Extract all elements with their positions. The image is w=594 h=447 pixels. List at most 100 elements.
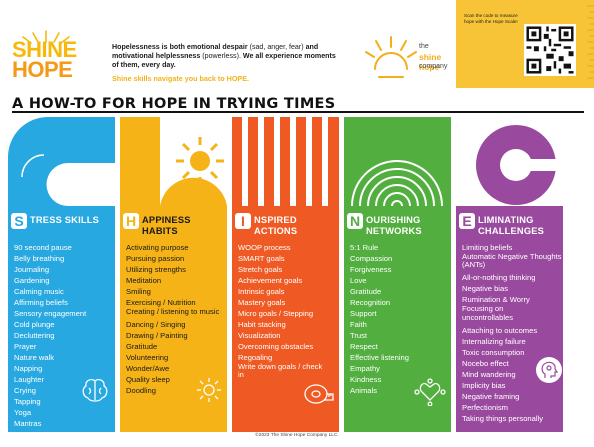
- tagline: Shine skills navigate you back to HOPE.: [112, 74, 250, 83]
- list-item: Overcoming obstacles: [238, 342, 314, 351]
- intro-bold-3: We all experience moments of them, every…: [112, 52, 336, 69]
- company-name: shine hope: [419, 52, 442, 72]
- list-item: Compassion: [350, 254, 393, 263]
- sun-icon: [197, 378, 221, 402]
- list-item: Mastery goals: [238, 298, 286, 307]
- list-item: Gardening: [14, 276, 50, 285]
- column-header: S TRESS SKILLS: [8, 212, 115, 244]
- e-circle-illustration: [476, 125, 563, 205]
- column-heading: APPINESS HABITS: [142, 215, 191, 236]
- list-item: Wonder/Awe: [126, 364, 170, 373]
- list-item: Stretch goals: [238, 265, 283, 274]
- list-item: Sensory engagement: [14, 309, 87, 318]
- list-item: Belly breathing: [14, 254, 65, 263]
- list-item: Calming music: [14, 287, 64, 296]
- list-item: Forgiveness: [350, 265, 392, 274]
- list-item: Mantras: [14, 419, 42, 428]
- list-item: Gratitude: [350, 287, 382, 296]
- list-item: Pursuing passion: [126, 254, 185, 263]
- list-item: 90 second pause: [14, 243, 72, 252]
- list-item: Perfectionism: [462, 402, 509, 412]
- list-item: Habit stacking: [238, 320, 286, 329]
- list-item: Toxic consumption: [462, 347, 525, 357]
- item-list: WOOP process SMART goals Stretch goals A…: [238, 242, 338, 382]
- list-item: Focusing on uncontrollables: [462, 304, 514, 322]
- ruler-decoration: [587, 5, 594, 79]
- column-heading: OURISHING NETWORKS: [366, 215, 422, 236]
- list-item: Drawing / Painting: [126, 331, 188, 340]
- list-item: 5:1 Rule: [350, 243, 379, 252]
- company-the: the: [419, 43, 429, 50]
- list-item: Quality sleep: [126, 375, 170, 384]
- column-nourishing-networks: N OURISHING NETWORKS 5:1 Rule Compassion…: [344, 206, 451, 432]
- sun-rays-icon: [22, 30, 70, 44]
- list-item: Taking things personally: [462, 413, 544, 423]
- list-item: Journaling: [14, 265, 50, 274]
- list-item: Support: [350, 309, 377, 318]
- item-list: 5:1 Rule Compassion Forgiveness Love Gra…: [350, 242, 450, 396]
- list-item: Faith: [350, 320, 367, 329]
- list-item: Achievement goals: [238, 276, 303, 285]
- list-item: Love: [350, 276, 367, 285]
- h-sun-illustration: [120, 117, 227, 206]
- list-item: Laughter: [14, 375, 44, 384]
- list-item: Doodling: [126, 386, 156, 395]
- list-item: Utilizing strengths: [126, 265, 186, 274]
- qr-code-icon[interactable]: [524, 24, 576, 76]
- tape-measure-icon: [304, 384, 334, 404]
- sun-logo-icon: [365, 36, 417, 78]
- copyright: ©2023 The Shine Hope Company LLC.: [255, 433, 339, 438]
- list-item: Kindness: [350, 375, 382, 384]
- list-item: Trust: [350, 331, 368, 340]
- company-logo: the shine hope company: [365, 33, 448, 85]
- list-item: Effective listening: [350, 353, 409, 362]
- list-item: Negative framing: [462, 391, 520, 401]
- i-arches-illustration: [232, 117, 339, 206]
- list-item: Smiling: [126, 287, 151, 296]
- intro-normal-2: (powerless).: [200, 52, 243, 60]
- intro-normal-1: (sad, anger, fear): [247, 43, 306, 51]
- intro-bold-1: Hopelessness is both emotional despair: [112, 43, 248, 51]
- column-header: H APPINESS HABITS: [120, 212, 227, 244]
- list-item: Gratitude: [126, 342, 158, 351]
- list-item: Yoga: [14, 408, 32, 417]
- column-inspired-actions: I NSPIRED ACTIONS WOOP process SMART goa…: [232, 206, 339, 432]
- list-item: Internalizing failure: [462, 336, 526, 346]
- list-item: WOOP process: [238, 243, 291, 252]
- item-list: Activating purpose Pursuing passion Util…: [126, 242, 226, 396]
- list-item: Visualization: [238, 331, 281, 340]
- list-item: Negative bias: [462, 284, 509, 294]
- shine-hope-logo: SHINE HOPE: [12, 30, 92, 81]
- column-eliminating-challenges: E LIMINATING CHALLENGES Limiting beliefs…: [456, 206, 563, 432]
- column-initial: I: [235, 213, 251, 229]
- list-item: Tapping: [14, 397, 41, 406]
- list-item: Write down goals / check in: [238, 362, 323, 380]
- list-item: Implicity bias: [462, 380, 506, 390]
- column-header: N OURISHING NETWORKS: [344, 212, 451, 244]
- page-title: A HOW-TO FOR HOPE IN TRYING TIMES: [12, 96, 336, 112]
- list-item: Napping: [14, 364, 43, 373]
- column-initial: H: [123, 213, 139, 229]
- list-item: Dancing / Singing: [126, 320, 186, 329]
- column-initial: S: [11, 213, 27, 229]
- list-item: Limiting beliefs: [462, 243, 513, 252]
- list-item: Micro goals / Stepping: [238, 309, 314, 318]
- column-header: I NSPIRED ACTIONS: [232, 212, 339, 244]
- column-happiness-habits: H APPINESS HABITS Activating purpose Pur…: [120, 206, 227, 432]
- list-item: Decluttering: [14, 331, 55, 340]
- list-item: Prayer: [14, 342, 37, 351]
- list-item: Nature walk: [14, 353, 55, 362]
- head-thought-icon: [536, 357, 562, 383]
- list-item: Mind wandering: [462, 369, 516, 379]
- column-heading: NSPIRED ACTIONS: [254, 215, 298, 236]
- list-item: Automatic Negative Thoughts (ANTs): [462, 252, 562, 270]
- list-item: Meditation: [126, 276, 162, 285]
- list-item: Activating purpose: [126, 243, 189, 252]
- list-item: Affirming beliefs: [14, 298, 68, 307]
- logo-word-shine: SHINE: [12, 37, 77, 62]
- company-word: company: [419, 63, 448, 70]
- intro-text: Hopelessness is both emotional despair (…: [112, 43, 344, 70]
- brain-icon: [82, 379, 108, 402]
- title-underline: [12, 111, 584, 113]
- list-item: Nocebo effect: [462, 358, 509, 368]
